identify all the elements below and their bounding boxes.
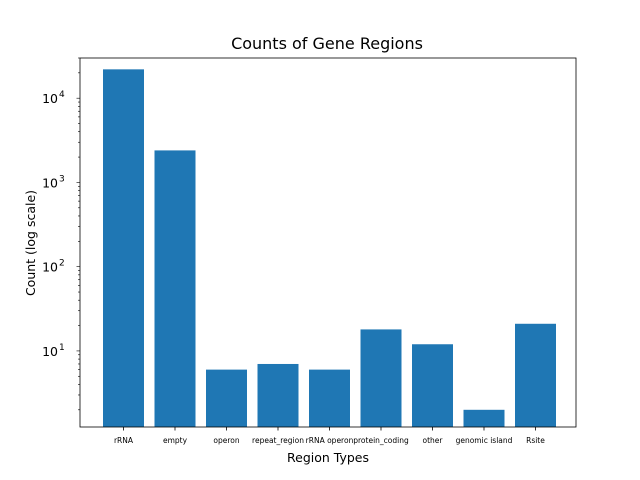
x-tick-label: repeat_region (252, 436, 304, 445)
y-axis-label: Count (log scale) (23, 190, 38, 296)
y-tick-exponent: 3 (59, 174, 65, 184)
y-tick-label: 10 (42, 91, 58, 106)
x-tick-label: Rsite (526, 436, 545, 445)
bar-rrna-operon (309, 369, 350, 427)
y-tick-exponent: 4 (59, 90, 65, 100)
bar-other (412, 344, 453, 427)
x-tick-label: operon (213, 436, 239, 445)
bar-empty (154, 150, 196, 428)
x-ticks-group: rRNA empty operon repeat_region rRNA operon p… (114, 427, 545, 445)
x-tick-label: rRNA operon (306, 436, 354, 445)
y-tick-exponent: 2 (59, 259, 65, 269)
y-tick-label: 10 (42, 175, 58, 190)
x-tick-label: protein_coding (353, 436, 409, 445)
x-tick-label: genomic island (456, 436, 513, 445)
x-tick-label: other (423, 436, 444, 445)
y-tick-label: 10 (42, 344, 58, 359)
chart-title: Counts of Gene Regions (231, 34, 423, 53)
bar-operon (206, 369, 247, 427)
y-tick-label: 10 (42, 260, 58, 275)
bar-protein_coding (360, 329, 402, 427)
bar-genomic-island (463, 409, 505, 427)
x-tick-label: empty (163, 436, 188, 445)
bar-rrna (103, 69, 144, 427)
y-tick-exponent: 1 (59, 343, 65, 353)
bar-rsite (515, 323, 556, 427)
x-tick-label: rRNA (114, 436, 134, 445)
bars-group (103, 69, 556, 428)
x-axis-label: Region Types (287, 450, 369, 465)
bar-repeat_region (257, 363, 299, 427)
plot-frame (79, 57, 577, 428)
